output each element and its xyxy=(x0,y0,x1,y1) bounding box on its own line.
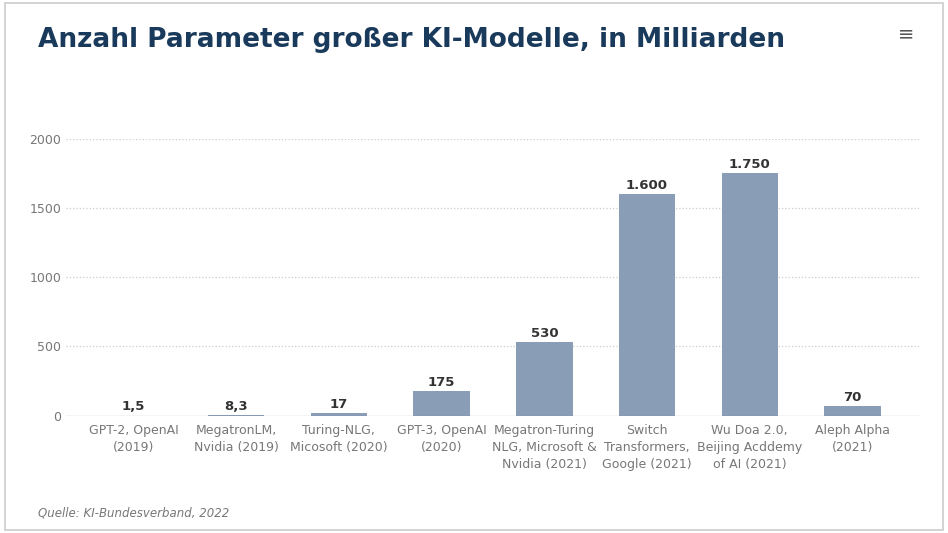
Bar xyxy=(516,342,573,416)
Text: 1.750: 1.750 xyxy=(729,158,771,171)
Bar xyxy=(413,391,470,416)
Text: 1.600: 1.600 xyxy=(626,179,668,192)
Bar xyxy=(311,414,367,416)
Bar xyxy=(619,194,675,416)
Text: Anzahl Parameter großer KI-Modelle, in Milliarden: Anzahl Parameter großer KI-Modelle, in M… xyxy=(38,27,785,53)
Text: 1,5: 1,5 xyxy=(121,400,145,414)
Bar xyxy=(721,173,778,416)
Text: Quelle: KI-Bundesverband, 2022: Quelle: KI-Bundesverband, 2022 xyxy=(38,507,229,520)
Text: 17: 17 xyxy=(330,398,348,411)
Text: 530: 530 xyxy=(531,327,558,340)
Bar xyxy=(208,415,264,416)
Bar xyxy=(824,406,881,416)
Text: 175: 175 xyxy=(428,376,455,390)
Text: 8,3: 8,3 xyxy=(225,400,248,413)
Text: 70: 70 xyxy=(844,391,862,404)
Text: ≡: ≡ xyxy=(899,24,915,43)
